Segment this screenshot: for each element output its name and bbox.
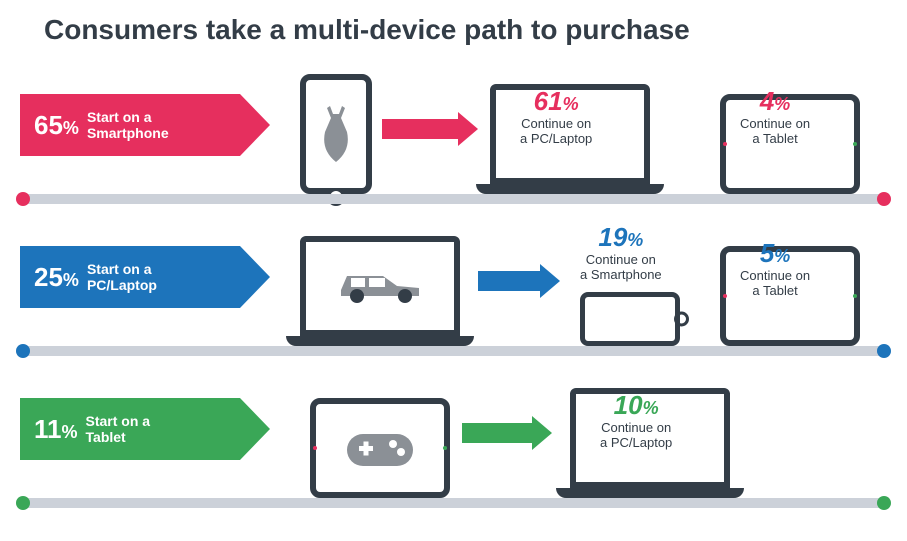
row-smartphone: 65% Start on aSmartphone 61% Continue on…: [20, 64, 887, 204]
shelf-cap: [877, 344, 891, 358]
shelf-cap: [877, 192, 891, 206]
start-pct: 25%: [34, 262, 79, 293]
continuation-label: Continue ona Smartphone: [580, 253, 662, 283]
continuation-label: Continue ona PC/Laptop: [600, 421, 672, 451]
shelf-divider: [20, 346, 887, 356]
smartphone-icon: [580, 292, 680, 346]
page-title: Consumers take a multi-device path to pu…: [44, 14, 887, 46]
continuation-label: Continue ona Tablet: [740, 117, 810, 147]
start-label: Start on aTablet: [86, 413, 151, 445]
start-label: Start on aPC/Laptop: [87, 261, 157, 293]
continuation-stat: 19% Continue ona Smartphone: [580, 222, 662, 283]
arrow-icon: [478, 271, 542, 291]
start-pct: 11%: [34, 414, 78, 445]
shelf-cap: [16, 192, 30, 206]
continuation-stat: 4% Continue ona Tablet: [740, 86, 810, 147]
continuation-pct: 4%: [740, 86, 810, 117]
shelf-divider: [20, 194, 887, 204]
shelf-divider: [20, 498, 887, 508]
continuation-label: Continue ona Tablet: [740, 269, 810, 299]
continuation-pct: 19%: [580, 222, 662, 253]
start-label: Start on aSmartphone: [87, 109, 169, 141]
continuation-stat: 61% Continue ona PC/Laptop: [520, 86, 592, 147]
row-pc-laptop: 25% Start on aPC/Laptop 19% Continue ona…: [20, 216, 887, 356]
start-tag: 65% Start on aSmartphone: [20, 94, 240, 156]
row-tablet: 11% Start on aTablet 10% Continue ona PC…: [20, 368, 887, 508]
start-tag: 11% Start on aTablet: [20, 398, 240, 460]
continuation-stat: 10% Continue ona PC/Laptop: [600, 390, 672, 451]
tablet-icon: [310, 398, 450, 498]
arrow-icon: [382, 119, 460, 139]
laptop-icon: [300, 236, 460, 346]
arrow-icon: [462, 423, 534, 443]
continuation-stat: 5% Continue ona Tablet: [740, 238, 810, 299]
continuation-pct: 61%: [520, 86, 592, 117]
shelf-cap: [877, 496, 891, 510]
continuation-pct: 5%: [740, 238, 810, 269]
start-tag: 25% Start on aPC/Laptop: [20, 246, 240, 308]
continuation-label: Continue ona PC/Laptop: [520, 117, 592, 147]
smartphone-icon: [300, 74, 372, 194]
start-pct: 65%: [34, 110, 79, 141]
continuation-pct: 10%: [600, 390, 672, 421]
shelf-cap: [16, 344, 30, 358]
shelf-cap: [16, 496, 30, 510]
